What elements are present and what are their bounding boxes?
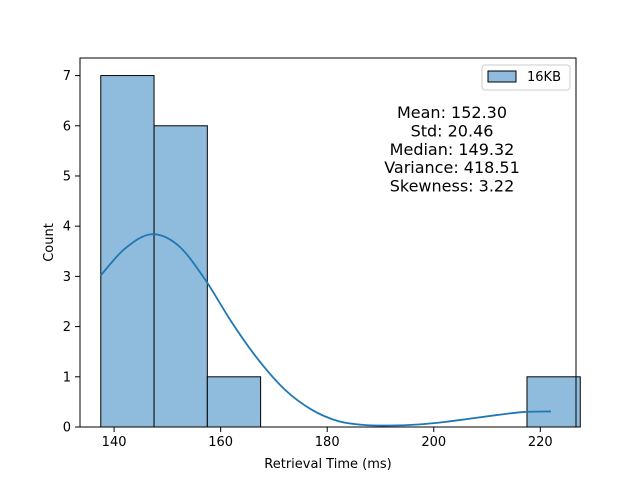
x-tick-label: 180 <box>315 435 340 450</box>
x-axis-ticks: 140 160 180 200 220 <box>102 427 553 450</box>
y-tick-label: 0 <box>63 421 71 436</box>
x-tick-label: 160 <box>208 435 233 450</box>
y-axis-label: Count <box>42 223 57 262</box>
stats-line: Skewness: 3.22 <box>390 177 515 196</box>
histogram-bars <box>100 75 581 428</box>
stats-line: Variance: 418.51 <box>384 158 520 177</box>
y-tick-label: 7 <box>63 69 71 84</box>
histogram-bar-2 <box>206 376 262 428</box>
histogram-bar-0 <box>100 75 155 428</box>
legend: 16KB <box>481 64 571 91</box>
x-tick-label: 200 <box>421 435 446 450</box>
y-axis-ticks: 0 1 2 3 4 5 6 7 <box>63 69 80 436</box>
x-tick-label: 140 <box>102 435 127 450</box>
plot-frame <box>79 57 577 428</box>
x-axis-label: Retrieval Time (ms) <box>264 457 391 472</box>
stats-line: Std: 20.46 <box>411 121 494 140</box>
histogram-bar-8 <box>526 376 581 428</box>
legend-swatch <box>487 70 517 83</box>
legend-label: 16KB <box>527 70 561 85</box>
kde-curve <box>100 233 551 427</box>
y-tick-label: 5 <box>63 169 71 184</box>
y-tick-label: 1 <box>63 370 71 385</box>
stats-line: Mean: 152.30 <box>397 103 507 122</box>
y-tick-label: 2 <box>63 320 71 335</box>
y-tick-label: 6 <box>63 119 71 134</box>
stats-line: Median: 149.32 <box>390 140 515 159</box>
y-tick-label: 4 <box>63 220 71 235</box>
y-tick-label: 3 <box>63 270 71 285</box>
x-tick-label: 220 <box>528 435 553 450</box>
histogram-bar-1 <box>153 125 208 428</box>
